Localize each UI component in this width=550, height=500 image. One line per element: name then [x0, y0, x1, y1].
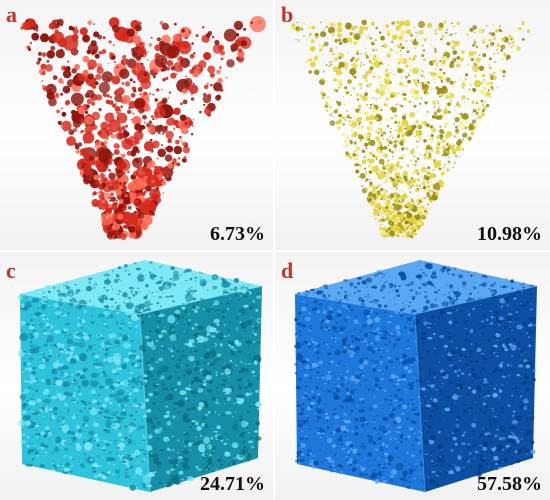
panel-a: a 6.73% [0, 0, 273, 250]
porosity-label-a: 6.73% [210, 223, 265, 245]
panel-letter-a: a [6, 2, 17, 27]
pore-render-b [290, 19, 531, 239]
panel-letter-c: c [6, 258, 16, 283]
pore-render-c [17, 260, 263, 493]
porosity-label-b: 10.98% [477, 223, 542, 245]
pore-render-a [20, 16, 266, 240]
panel-d: d 57.58% [275, 252, 550, 500]
panel-c: c 24.71% [0, 252, 273, 500]
panel-letter-b: b [281, 2, 294, 27]
porosity-label-d: 57.58% [477, 473, 542, 495]
pore-render-d [294, 260, 538, 493]
panel-letter-d: d [281, 258, 294, 283]
panel-b: b 10.98% [275, 0, 550, 250]
porosity-label-c: 24.71% [200, 473, 265, 495]
